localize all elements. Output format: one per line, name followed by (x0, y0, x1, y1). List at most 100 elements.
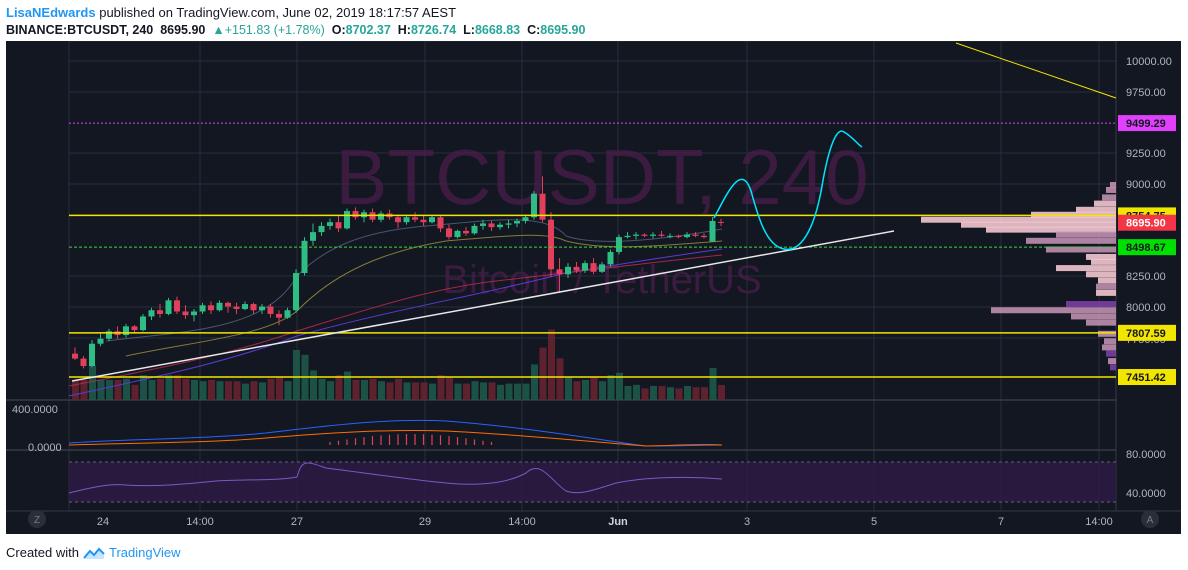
a-icon: A (1147, 515, 1154, 526)
candle-body (582, 263, 588, 271)
volume-bar (352, 380, 360, 400)
volume-bar (148, 380, 156, 400)
candle (335, 214, 342, 233)
chart-svg[interactable]: BTCUSDT, 240 Bitcoin / TetherUS 10000.00… (6, 40, 1181, 534)
candle-body (106, 331, 112, 339)
profile-row (1104, 338, 1116, 345)
candle (590, 258, 597, 275)
projection-path[interactable] (713, 130, 863, 250)
footer: Created with TradingView (6, 545, 181, 560)
profile-row (1056, 265, 1116, 272)
volume-bar (140, 375, 147, 400)
volume-bar (633, 384, 640, 400)
volume-bar (607, 375, 615, 400)
candle-body (599, 264, 605, 272)
auto-scale-button[interactable]: A (1141, 510, 1159, 528)
candle-body (259, 306, 265, 311)
candle (446, 224, 452, 240)
profile-row (1110, 364, 1116, 371)
chart-area[interactable]: BTCUSDT, 240 Bitcoin / TetherUS 10000.00… (6, 40, 1181, 534)
candle-body (607, 251, 614, 265)
candle-body (140, 316, 146, 331)
candle-body (123, 326, 129, 336)
volume-bar (233, 381, 241, 400)
volume-bar (395, 378, 402, 400)
zoom-reset-button[interactable]: Z (28, 510, 46, 528)
candle (165, 297, 172, 316)
candle-body (590, 263, 597, 272)
candle-body (616, 237, 622, 252)
volume-bar (242, 383, 249, 400)
profile-row (1066, 301, 1116, 308)
candle-body (437, 217, 444, 229)
candle-body (352, 211, 359, 218)
grid (6, 40, 1116, 511)
candle (131, 325, 138, 333)
candle-body (403, 217, 410, 223)
candle-body (89, 343, 95, 367)
candle (692, 232, 699, 238)
volume-bar (650, 386, 657, 400)
price-axis[interactable]: 10000.00 9750.00 9250.00 9000.00 8250.00… (1126, 56, 1172, 346)
candle-body (225, 302, 231, 307)
volume-bar (641, 388, 649, 400)
candle (395, 214, 401, 229)
candle (641, 233, 648, 238)
candle-body (548, 219, 554, 270)
profile-row (1071, 313, 1116, 320)
candle (191, 309, 197, 322)
volume-bar (335, 375, 343, 400)
candle (420, 216, 427, 226)
volume-bar (624, 386, 632, 400)
tradingview-link[interactable]: TradingView (108, 545, 181, 560)
price-label-8498: 8498.67 (1126, 242, 1166, 254)
candle (403, 214, 410, 225)
rising-trendline[interactable] (71, 230, 895, 382)
candle-body (718, 221, 724, 223)
volume-bar (573, 381, 581, 400)
candle (607, 249, 614, 267)
candle (284, 307, 291, 319)
profile-row (1056, 231, 1116, 238)
volume-bar (80, 380, 88, 400)
volume-bar (225, 381, 232, 400)
volume-bar (199, 381, 207, 400)
candle-body (539, 193, 546, 220)
candle-body (488, 223, 495, 228)
z-icon: Z (34, 515, 40, 526)
profile-row (1102, 194, 1116, 201)
profile-row (1096, 283, 1116, 290)
volume-bar (531, 364, 538, 400)
falling-trendline[interactable] (955, 42, 1117, 99)
candle (225, 301, 231, 313)
time-axis[interactable]: 24 14:00 27 29 14:00 Jun 3 5 7 14:00 (97, 516, 1113, 528)
candle (242, 301, 248, 311)
candle (174, 296, 180, 314)
volume-bar (106, 380, 113, 400)
profile-row (1046, 246, 1116, 253)
volume-bar (463, 383, 470, 400)
volume-bar (497, 384, 504, 400)
candle-body (310, 232, 316, 241)
oscillator-histogram (329, 434, 493, 445)
high-label: H: (397, 23, 411, 37)
volume-bar (454, 383, 462, 400)
candle-body (276, 313, 282, 318)
candle (684, 232, 690, 239)
x-tick-5: 5 (871, 516, 877, 528)
volume-bar (208, 380, 215, 400)
candle-body (216, 302, 223, 311)
volume-bar (378, 381, 385, 400)
volume-bar (327, 381, 334, 400)
profile-row (1106, 350, 1116, 357)
volume-bar (259, 382, 266, 400)
profile-row (1110, 182, 1116, 188)
candle-body (318, 225, 325, 233)
volume-bar (250, 381, 258, 400)
candle-body (420, 219, 427, 223)
y-tick-9250: 9250.00 (1126, 148, 1166, 160)
candle (675, 234, 682, 239)
volume-bar (590, 376, 598, 400)
candle (140, 313, 146, 332)
author-link[interactable]: LisaNEdwards (6, 5, 96, 20)
